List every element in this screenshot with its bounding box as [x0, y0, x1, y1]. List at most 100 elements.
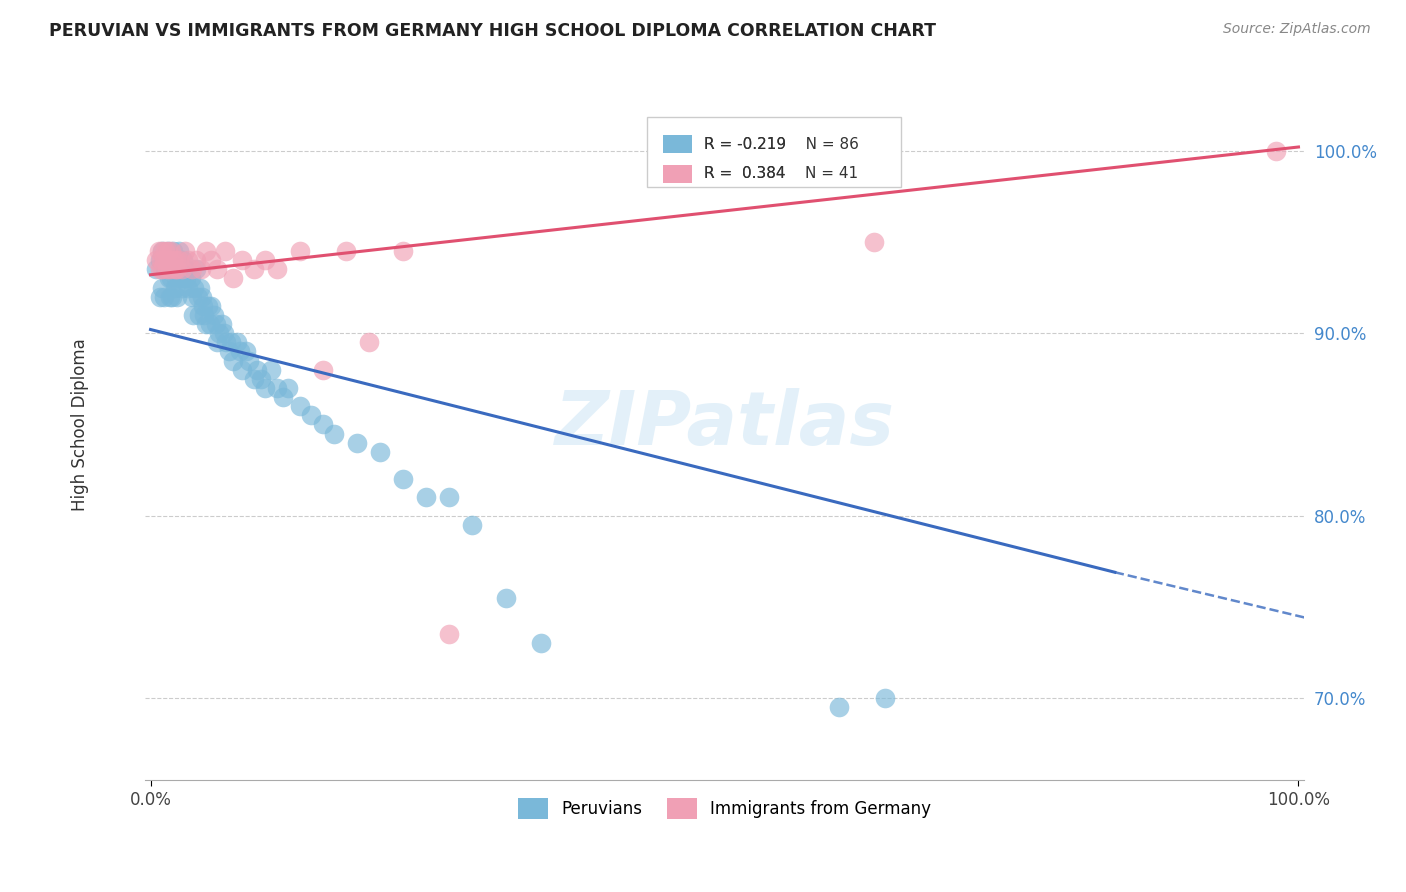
Point — [167, 253, 190, 268]
Point — [162, 244, 184, 258]
Point — [183, 280, 205, 294]
Point — [238, 353, 260, 368]
Point — [193, 299, 215, 313]
Point — [243, 372, 266, 386]
Point — [174, 271, 197, 285]
Point — [163, 280, 186, 294]
Point — [368, 444, 391, 458]
Point — [323, 426, 346, 441]
Point — [190, 262, 212, 277]
Point — [174, 244, 197, 258]
Text: Source: ZipAtlas.com: Source: ZipAtlas.com — [1223, 22, 1371, 37]
Point — [149, 253, 172, 268]
Point — [202, 308, 225, 322]
Point — [160, 271, 183, 285]
Point — [225, 335, 247, 350]
Point — [187, 308, 209, 322]
Point — [211, 317, 233, 331]
Text: PERUVIAN VS IMMIGRANTS FROM GERMANY HIGH SCHOOL DIPLOMA CORRELATION CHART: PERUVIAN VS IMMIGRANTS FROM GERMANY HIGH… — [49, 22, 936, 40]
Point — [231, 362, 253, 376]
Point — [875, 691, 897, 706]
Point — [162, 253, 184, 268]
Point — [155, 253, 177, 268]
Point — [153, 253, 176, 268]
Point — [437, 627, 460, 641]
Point — [180, 271, 202, 285]
Point — [149, 290, 172, 304]
Point — [222, 353, 245, 368]
Point — [205, 317, 228, 331]
Point — [208, 326, 231, 340]
Point — [218, 344, 240, 359]
Point — [170, 280, 193, 294]
Point — [157, 271, 180, 285]
Point — [181, 308, 204, 322]
FancyBboxPatch shape — [664, 136, 692, 153]
Point — [174, 262, 197, 277]
Point — [149, 262, 172, 277]
Point — [165, 271, 187, 285]
Point — [150, 262, 173, 277]
Point — [246, 362, 269, 376]
Text: R = -0.219: R = -0.219 — [703, 136, 786, 152]
Point — [194, 317, 217, 331]
Point — [254, 381, 277, 395]
Point — [194, 244, 217, 258]
Point — [167, 271, 190, 285]
Point — [160, 253, 183, 268]
Point — [172, 253, 194, 268]
Point — [415, 491, 437, 505]
Point — [254, 253, 277, 268]
Point — [150, 244, 173, 258]
Point — [260, 362, 283, 376]
Point — [191, 290, 214, 304]
Point — [231, 253, 253, 268]
Point — [219, 335, 242, 350]
Point — [166, 290, 188, 304]
Point — [186, 253, 208, 268]
Point — [160, 244, 183, 258]
Point — [392, 472, 415, 486]
Point — [159, 290, 181, 304]
Point — [149, 253, 172, 268]
Point — [215, 335, 238, 350]
Point — [335, 244, 357, 258]
Point — [197, 299, 219, 313]
Point — [288, 399, 311, 413]
Point — [157, 253, 180, 268]
Point — [167, 244, 190, 258]
Point — [243, 262, 266, 277]
Y-axis label: High School Diploma: High School Diploma — [72, 338, 89, 511]
Point — [170, 262, 193, 277]
Point — [187, 290, 209, 304]
Text: ZIPatlas: ZIPatlas — [554, 388, 894, 461]
Point — [156, 244, 179, 258]
Point — [288, 244, 311, 258]
Point — [200, 317, 222, 331]
Point — [162, 262, 184, 277]
Point — [155, 244, 177, 258]
Point — [461, 517, 484, 532]
Text: R =  0.384: R = 0.384 — [703, 166, 785, 181]
Point — [200, 253, 222, 268]
Point — [180, 290, 202, 304]
Point — [235, 344, 257, 359]
Point — [277, 381, 299, 395]
Point — [155, 262, 177, 277]
Text: R =  0.384    N = 41: R = 0.384 N = 41 — [703, 166, 858, 181]
Point — [177, 253, 200, 268]
Point — [150, 244, 173, 258]
Point — [145, 253, 167, 268]
Point — [165, 253, 187, 268]
FancyBboxPatch shape — [647, 117, 901, 187]
Point — [159, 262, 181, 277]
Point — [392, 244, 415, 258]
Point — [862, 235, 884, 249]
Point — [266, 262, 288, 277]
Point — [180, 262, 202, 277]
Point — [157, 253, 180, 268]
Point — [312, 362, 335, 376]
FancyBboxPatch shape — [664, 165, 692, 183]
Point — [437, 491, 460, 505]
Point — [828, 700, 851, 714]
